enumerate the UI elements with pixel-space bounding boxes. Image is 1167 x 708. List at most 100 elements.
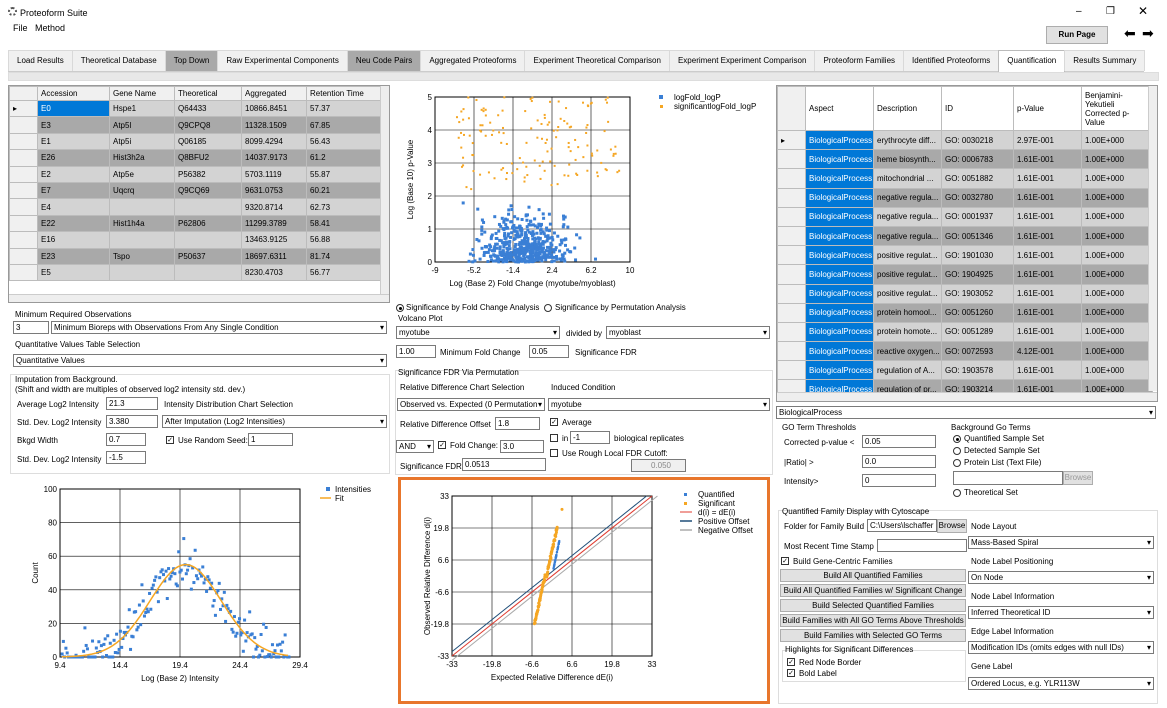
column-header[interactable]: Gene Name xyxy=(109,86,175,101)
table-cell[interactable]: E5 xyxy=(37,263,110,282)
tab-proteoform-families[interactable]: Proteoform Families xyxy=(814,50,905,71)
fdr-cutoff-stepper[interactable]: 0.050 xyxy=(631,459,686,472)
row-header[interactable] xyxy=(9,214,38,233)
table-cell[interactable]: BiologicalProcess xyxy=(805,302,874,323)
table-cell[interactable]: protein homote... xyxy=(873,321,942,343)
table-cell[interactable]: 1.00E+000 xyxy=(1081,206,1153,227)
avg-log2-field[interactable]: 21.3 xyxy=(106,397,158,410)
table-cell[interactable]: 1.61E-001 xyxy=(1013,149,1082,170)
back-arrow-icon[interactable]: ⬅ xyxy=(1124,25,1136,41)
node-label-pos-select[interactable]: On Node xyxy=(968,571,1154,584)
table-cell[interactable]: 1.00E+000 xyxy=(1081,321,1153,343)
row-header[interactable] xyxy=(9,116,38,134)
protein-list-browse-button[interactable]: Browse xyxy=(1063,471,1093,485)
table-cell[interactable]: positive regulat... xyxy=(873,264,942,285)
table-cell[interactable]: 1.61E-001 xyxy=(1013,264,1082,285)
table-row[interactable]: E16 13463.9125 56.88 xyxy=(9,231,382,249)
table-cell[interactable]: 8230.4703 xyxy=(241,263,307,282)
column-header[interactable]: Aggregated xyxy=(241,86,307,101)
protein-list-path-field[interactable] xyxy=(953,471,1063,485)
table-cell[interactable]: heme biosynth... xyxy=(873,149,942,170)
table-cell[interactable]: 56.77 xyxy=(306,263,382,282)
table-row[interactable]: E1 Atp5i Q06185 8099.4294 56.43 xyxy=(9,132,382,151)
table-cell[interactable]: E23 xyxy=(37,247,110,265)
table-cell[interactable]: E7 xyxy=(37,181,110,200)
table-row[interactable]: BiologicalProcess negative regula... GO: 0… xyxy=(777,206,1153,227)
family-folder-browse-button[interactable]: Browse xyxy=(937,519,967,533)
table-cell[interactable]: E1 xyxy=(37,132,110,151)
restore-icon[interactable]: ❐ xyxy=(1106,6,1115,17)
table-cell[interactable]: GO: 0051260 xyxy=(941,302,1014,323)
random-seed-stepper[interactable]: 1 xyxy=(248,433,293,446)
row-header[interactable] xyxy=(9,132,38,151)
row-header[interactable] xyxy=(777,245,806,266)
table-cell[interactable]: E3 xyxy=(37,116,110,134)
table-row[interactable]: E4 9320.8714 62.73 xyxy=(9,198,382,216)
table-cell[interactable]: 57.37 xyxy=(306,99,382,118)
table-row[interactable]: BiologicalProcess reactive oxygen... GO: 0… xyxy=(777,341,1153,362)
min-obs-select[interactable]: Minimum Bioreps with Observations From A… xyxy=(51,321,387,334)
table-cell[interactable]: 4.12E-001 xyxy=(1013,341,1082,362)
table-cell[interactable]: GO: 0051882 xyxy=(941,168,1014,189)
table-cell[interactable]: GO: 0032780 xyxy=(941,187,1014,208)
table-cell[interactable]: GO: 1903052 xyxy=(941,283,1014,304)
table-cell[interactable]: GO: 0051289 xyxy=(941,321,1014,343)
table-cell[interactable]: Tspo xyxy=(109,247,175,265)
row-header[interactable] xyxy=(777,149,806,170)
build-selected-go-button[interactable]: Build Families with Selected GO Terms xyxy=(780,629,966,642)
tab-aggregated-proteoforms[interactable]: Aggregated Proteoforms xyxy=(420,50,526,71)
average-checkbox[interactable]: ✓ xyxy=(550,417,558,426)
table-cell[interactable]: mitochondrial ... xyxy=(873,168,942,189)
build-all-quantified-button[interactable]: Build All Quantified Families xyxy=(780,569,966,582)
fold-change-stepper[interactable]: 3.0 xyxy=(500,440,544,453)
rdcs-select[interactable]: Observed vs. Expected (0 Permutation xyxy=(397,398,545,411)
table-cell[interactable]: BiologicalProcess xyxy=(805,225,874,247)
table-cell[interactable]: Atp5l xyxy=(109,116,175,134)
table-cell[interactable]: 1.00E+000 xyxy=(1081,264,1153,285)
table-cell[interactable]: 14037.9173 xyxy=(241,149,307,167)
red-border-checkbox[interactable]: ✓ xyxy=(787,657,795,666)
corrected-pvalue-stepper[interactable]: 0.05 xyxy=(862,435,936,448)
induced-condition-select[interactable]: myotube xyxy=(548,398,770,411)
tab-load-results[interactable]: Load Results xyxy=(8,50,73,71)
table-cell[interactable]: BiologicalProcess xyxy=(805,321,874,343)
table-cell[interactable]: reactive oxygen... xyxy=(873,341,942,362)
table-cell[interactable]: BiologicalProcess xyxy=(805,341,874,362)
table-row[interactable]: E3 Atp5l Q9CPQ8 11328.1509 67.85 xyxy=(9,116,382,134)
column-header[interactable]: Theoretical xyxy=(174,86,242,101)
table-cell[interactable]: GO: 0006783 xyxy=(941,149,1014,170)
edge-label-info-select[interactable]: Modification IDs (omits edges with null … xyxy=(968,641,1154,654)
row-header[interactable] xyxy=(777,283,806,304)
row-header[interactable] xyxy=(9,263,38,282)
tab-quantification[interactable]: Quantification xyxy=(998,50,1066,72)
permutation-radio[interactable] xyxy=(544,303,552,312)
build-go-above-thresholds-button[interactable]: Build Families with All GO Terms Above T… xyxy=(780,614,966,627)
table-cell[interactable]: 9320.8714 xyxy=(241,198,307,216)
table-cell[interactable]: Atp5e xyxy=(109,165,175,183)
table-cell[interactable]: 1.61E-001 xyxy=(1013,225,1082,247)
menu-method[interactable]: Method xyxy=(35,23,66,33)
row-header[interactable]: ▸ xyxy=(777,129,806,151)
table-row[interactable]: E23 Tspo P50637 18697.6311 81.74 xyxy=(9,247,382,265)
table-cell[interactable]: GO: 1903578 xyxy=(941,360,1014,381)
table-cell[interactable]: Q8BFU2 xyxy=(174,149,242,167)
table-cell[interactable]: E22 xyxy=(37,214,110,233)
table-cell[interactable]: GO: 0030218 xyxy=(941,129,1014,151)
and-or-select[interactable]: AND xyxy=(396,440,434,453)
table-cell[interactable]: E4 xyxy=(37,198,110,216)
table-cell[interactable]: 2.97E-001 xyxy=(1013,129,1082,151)
table-cell[interactable]: P56382 xyxy=(174,165,242,183)
table-cell[interactable]: 1.61E-001 xyxy=(1013,321,1082,343)
table-cell[interactable]: BiologicalProcess xyxy=(805,149,874,170)
table-cell[interactable]: 5703.1119 xyxy=(241,165,307,183)
row-header[interactable] xyxy=(777,302,806,323)
column-header[interactable]: Accession xyxy=(37,86,110,101)
table-row[interactable]: BiologicalProcess positive regulat... GO: … xyxy=(777,283,1153,304)
table-cell[interactable]: Uqcrq xyxy=(109,181,175,200)
table-row[interactable]: E2 Atp5e P56382 5703.1119 55.87 xyxy=(9,165,382,183)
family-folder-field[interactable]: C:\Users\lschaffer xyxy=(867,519,937,532)
table-cell[interactable]: Hist1h4a xyxy=(109,214,175,233)
row-header[interactable] xyxy=(777,225,806,247)
row-header[interactable] xyxy=(777,341,806,362)
menu-file[interactable]: File xyxy=(13,23,28,33)
